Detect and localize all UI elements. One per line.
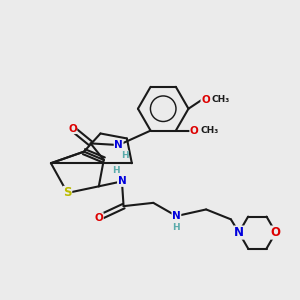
Text: O: O [190,126,199,136]
Text: CH₃: CH₃ [211,95,230,104]
Text: O: O [68,124,77,134]
Text: O: O [271,226,281,239]
Text: O: O [201,95,210,105]
Text: N: N [234,226,244,239]
Text: CH₃: CH₃ [200,126,218,135]
Text: H: H [121,151,128,160]
Text: O: O [94,213,103,223]
Text: N: N [114,140,123,150]
Text: N: N [118,176,126,186]
Text: N: N [172,211,181,221]
Text: S: S [63,186,72,200]
Text: H: H [172,223,180,232]
Text: H: H [112,167,120,176]
